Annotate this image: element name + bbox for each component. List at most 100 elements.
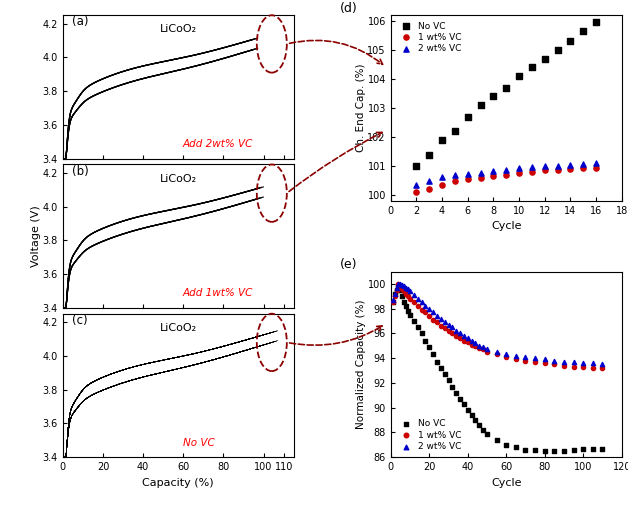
1 wt% VC	[455, 334, 465, 342]
Text: LiCoO₂: LiCoO₂	[160, 24, 197, 35]
No VC	[588, 444, 598, 453]
2 wt% VC	[443, 321, 453, 329]
No VC	[467, 411, 477, 419]
1 wt% VC	[409, 298, 419, 306]
2 wt% VC	[389, 290, 399, 298]
1 wt% VC	[578, 165, 588, 173]
Text: Add 2wt% VC: Add 2wt% VC	[183, 139, 253, 149]
2 wt% VC	[436, 314, 446, 323]
No VC	[432, 358, 442, 366]
No VC	[530, 446, 540, 454]
Text: Add 1wt% VC: Add 1wt% VC	[183, 289, 253, 299]
No VC	[501, 441, 511, 449]
Y-axis label: Ch. End Cap. (%): Ch. End Cap. (%)	[356, 64, 366, 152]
2 wt% VC	[463, 334, 473, 342]
2 wt% VC	[489, 167, 499, 175]
1 wt% VC	[578, 363, 588, 371]
No VC	[565, 37, 575, 45]
1 wt% VC	[527, 168, 537, 176]
2 wt% VC	[470, 339, 480, 347]
No VC	[489, 92, 499, 101]
2 wt% VC	[578, 160, 588, 168]
1 wt% VC	[492, 351, 502, 359]
1 wt% VC	[553, 166, 563, 174]
2 wt% VC	[514, 164, 524, 172]
1 wt% VC	[413, 302, 423, 310]
Y-axis label: Normalized Capacity (%): Normalized Capacity (%)	[356, 300, 366, 429]
No VC	[440, 370, 450, 378]
2 wt% VC	[405, 287, 415, 295]
Text: (e): (e)	[340, 258, 357, 271]
No VC	[492, 436, 502, 444]
No VC	[393, 282, 403, 291]
2 wt% VC	[511, 352, 521, 360]
2 wt% VC	[501, 166, 511, 174]
No VC	[436, 364, 446, 372]
1 wt% VC	[511, 355, 521, 363]
2 wt% VC	[459, 332, 469, 340]
1 wt% VC	[436, 322, 446, 330]
2 wt% VC	[492, 348, 502, 356]
1 wt% VC	[475, 174, 485, 182]
1 wt% VC	[399, 287, 409, 295]
2 wt% VC	[413, 295, 423, 303]
No VC	[559, 447, 569, 455]
2 wt% VC	[455, 329, 465, 337]
2 wt% VC	[591, 159, 601, 167]
No VC	[521, 446, 531, 454]
1 wt% VC	[403, 292, 413, 300]
1 wt% VC	[405, 295, 415, 303]
2 wt% VC	[559, 358, 569, 366]
1 wt% VC	[416, 306, 426, 314]
2 wt% VC	[437, 173, 447, 181]
2 wt% VC	[501, 351, 511, 359]
2 wt% VC	[451, 327, 461, 335]
2 wt% VC	[530, 354, 540, 362]
1 wt% VC	[470, 342, 480, 350]
No VC	[511, 443, 521, 452]
2 wt% VC	[425, 177, 435, 185]
No VC	[475, 101, 485, 109]
No VC	[553, 46, 563, 54]
1 wt% VC	[539, 167, 550, 175]
1 wt% VC	[447, 329, 457, 337]
No VC	[478, 426, 488, 434]
Text: (d): (d)	[340, 2, 358, 15]
1 wt% VC	[401, 290, 411, 298]
No VC	[597, 444, 607, 453]
1 wt% VC	[501, 353, 511, 361]
1 wt% VC	[478, 345, 488, 354]
2 wt% VC	[568, 358, 578, 366]
2 wt% VC	[553, 162, 563, 170]
Text: (c): (c)	[72, 314, 88, 327]
1 wt% VC	[391, 286, 401, 294]
No VC	[399, 298, 409, 306]
2 wt% VC	[482, 345, 492, 354]
1 wt% VC	[559, 362, 569, 370]
No VC	[413, 323, 423, 331]
1 wt% VC	[568, 363, 578, 371]
No VC	[428, 351, 438, 359]
Text: No VC: No VC	[183, 438, 215, 448]
1 wt% VC	[389, 292, 399, 300]
1 wt% VC	[467, 340, 477, 348]
2 wt% VC	[539, 355, 550, 363]
2 wt% VC	[399, 282, 409, 291]
X-axis label: Capacity (%): Capacity (%)	[143, 478, 214, 488]
No VC	[405, 311, 415, 319]
No VC	[443, 376, 453, 385]
1 wt% VC	[420, 308, 430, 316]
No VC	[420, 337, 430, 345]
No VC	[527, 64, 537, 72]
2 wt% VC	[463, 170, 473, 178]
No VC	[425, 343, 435, 351]
No VC	[425, 150, 435, 158]
1 wt% VC	[432, 318, 442, 326]
1 wt% VC	[450, 177, 460, 185]
Y-axis label: Voltage (V): Voltage (V)	[31, 205, 41, 267]
No VC	[451, 389, 461, 397]
2 wt% VC	[447, 323, 457, 331]
1 wt% VC	[521, 357, 531, 365]
1 wt% VC	[440, 325, 450, 333]
2 wt% VC	[432, 312, 442, 320]
